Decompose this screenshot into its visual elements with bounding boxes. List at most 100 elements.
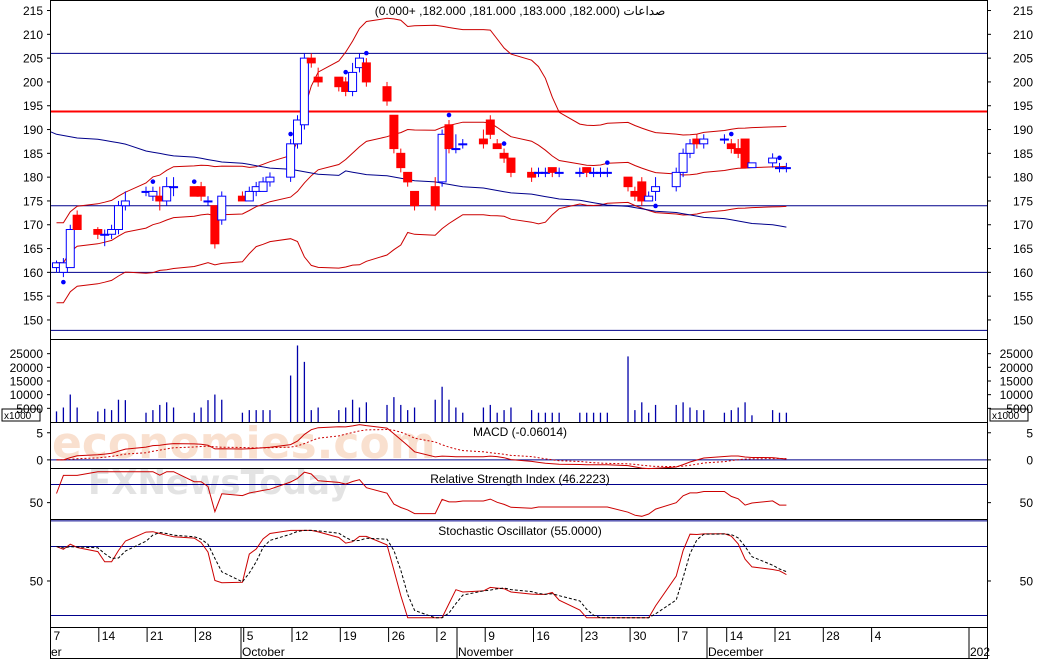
candle-body-down xyxy=(478,138,488,145)
macd-axis-label-right: 0 xyxy=(1026,453,1033,467)
bollinger-upper-line xyxy=(56,17,787,224)
candle-body-up xyxy=(258,181,268,192)
price-axis-label-right: 195 xyxy=(1013,99,1033,113)
candle-body-up xyxy=(217,195,227,221)
date-tick-label: 16 xyxy=(537,629,551,643)
volume-axis-label-left: 25000 xyxy=(10,347,44,361)
fractal-dot xyxy=(191,179,197,184)
price-axis-label-left: 185 xyxy=(23,147,43,161)
fractal-dot xyxy=(653,203,658,209)
stochastic-d-line xyxy=(56,529,787,619)
stochastic-title: Stochastic Oscillator (55.0000) xyxy=(438,524,601,538)
date-tick-label: 28 xyxy=(826,629,840,643)
candle-body-up xyxy=(719,138,729,141)
price-title: صداعات (182.000, 183.000, 181.000, 182.0… xyxy=(375,4,666,18)
price-axis-label-left: 175 xyxy=(23,194,43,208)
candle-body-up xyxy=(299,57,309,126)
fractal-dot xyxy=(61,279,66,285)
price-axis-label-right: 200 xyxy=(1013,75,1033,89)
price-axis-label-right: 215 xyxy=(1013,4,1033,18)
price-axis-label-right: 210 xyxy=(1013,28,1033,42)
rsi-line xyxy=(56,471,787,517)
candle-body-down xyxy=(396,152,406,169)
price-axis-label-right: 155 xyxy=(1013,290,1033,304)
volume-axis-label-left: 10000 xyxy=(10,388,44,402)
candle-body-down xyxy=(306,57,316,64)
candle-body-down xyxy=(196,186,206,197)
date-tick-label: 2 xyxy=(440,629,447,643)
watermark-fxnewstoday: FXNewsToday xyxy=(88,463,351,503)
price-axis-label-left: 165 xyxy=(23,242,43,256)
date-tick-label: 12 xyxy=(295,629,309,643)
candle-body-down xyxy=(72,214,82,231)
volume-axis-label-left: 15000 xyxy=(10,375,44,389)
candle-body-up xyxy=(768,157,778,164)
candle-body-up xyxy=(265,176,275,183)
volume-multiplier-label-right: x1000 xyxy=(992,411,1020,422)
date-tick-label: 30 xyxy=(633,629,647,643)
macd-axis-label-left: 0 xyxy=(36,453,43,467)
month-label: November xyxy=(458,645,513,659)
candle-body-up xyxy=(554,171,564,174)
date-tick-label: 5 xyxy=(247,629,254,643)
candle-body-up xyxy=(244,190,254,202)
date-tick-label: 7 xyxy=(681,629,688,643)
candle-body-up xyxy=(451,148,461,151)
candle-body-down xyxy=(313,76,323,83)
candle-body-up xyxy=(458,143,468,146)
candle-body-down xyxy=(506,157,516,173)
macd-signal-line xyxy=(56,428,787,468)
month-label: October xyxy=(242,645,285,659)
candle-body-up xyxy=(107,229,117,235)
price-axis-label-left: 205 xyxy=(23,52,43,66)
date-tick-label: 9 xyxy=(488,629,495,643)
month-label: er xyxy=(51,645,62,659)
candle-body-up xyxy=(437,133,447,183)
candle-body-down xyxy=(623,176,633,188)
price-axis-label-right: 180 xyxy=(1013,171,1033,185)
price-axis-label-left: 150 xyxy=(23,313,43,327)
price-axis-label-right: 205 xyxy=(1013,52,1033,66)
candle-body-up xyxy=(678,152,688,173)
price-axis-label-left: 160 xyxy=(23,266,43,280)
stochastic-axis-label-left: 50 xyxy=(30,574,44,588)
candle-body-up xyxy=(644,195,654,202)
price-axis-label-left: 170 xyxy=(23,218,43,232)
date-tick-label: 28 xyxy=(198,629,212,643)
price-axis-label-right: 185 xyxy=(1013,147,1033,161)
candle-body-up xyxy=(348,71,358,92)
fractal-dot xyxy=(364,50,369,56)
candle-body-up xyxy=(293,119,302,145)
date-tick-label: 19 xyxy=(343,629,357,643)
macd-axis-label-left: 5 xyxy=(36,426,43,440)
candle-body-up xyxy=(781,167,791,170)
fractal-dot xyxy=(501,141,507,146)
price-axis-label-left: 210 xyxy=(23,28,43,42)
candle-body-up xyxy=(602,171,612,174)
date-tick-label: 14 xyxy=(730,629,744,643)
macd-title: MACD (-0.06014) xyxy=(473,425,567,439)
date-tick-label: 23 xyxy=(585,629,599,643)
date-tick-label: 21 xyxy=(150,629,164,643)
candle-body-up xyxy=(113,205,123,231)
price-axis-label-right: 150 xyxy=(1013,313,1033,327)
candle-body-down xyxy=(582,167,592,173)
candle-body-up xyxy=(169,186,179,189)
candle-body-down xyxy=(740,138,750,169)
price-axis-label-left: 215 xyxy=(23,4,43,18)
rsi-axis-label-right: 50 xyxy=(1020,496,1034,510)
price-axis-label-left: 190 xyxy=(23,123,43,137)
candle-body-up xyxy=(65,229,75,269)
fractal-dot xyxy=(777,155,782,161)
plot-layer xyxy=(50,17,987,619)
price-axis-label-left: 155 xyxy=(23,290,43,304)
candle-body-down xyxy=(444,124,454,150)
fractal-dot xyxy=(343,69,349,75)
volume-axis-label-right: 15000 xyxy=(1000,375,1034,389)
price-axis-label-right: 160 xyxy=(1013,266,1033,280)
volume-axis-label-right: 20000 xyxy=(1000,361,1034,375)
rsi-axis-label-left: 50 xyxy=(30,496,44,510)
date-tick-label: 7 xyxy=(54,629,61,643)
price-axis-label-right: 190 xyxy=(1013,123,1033,137)
